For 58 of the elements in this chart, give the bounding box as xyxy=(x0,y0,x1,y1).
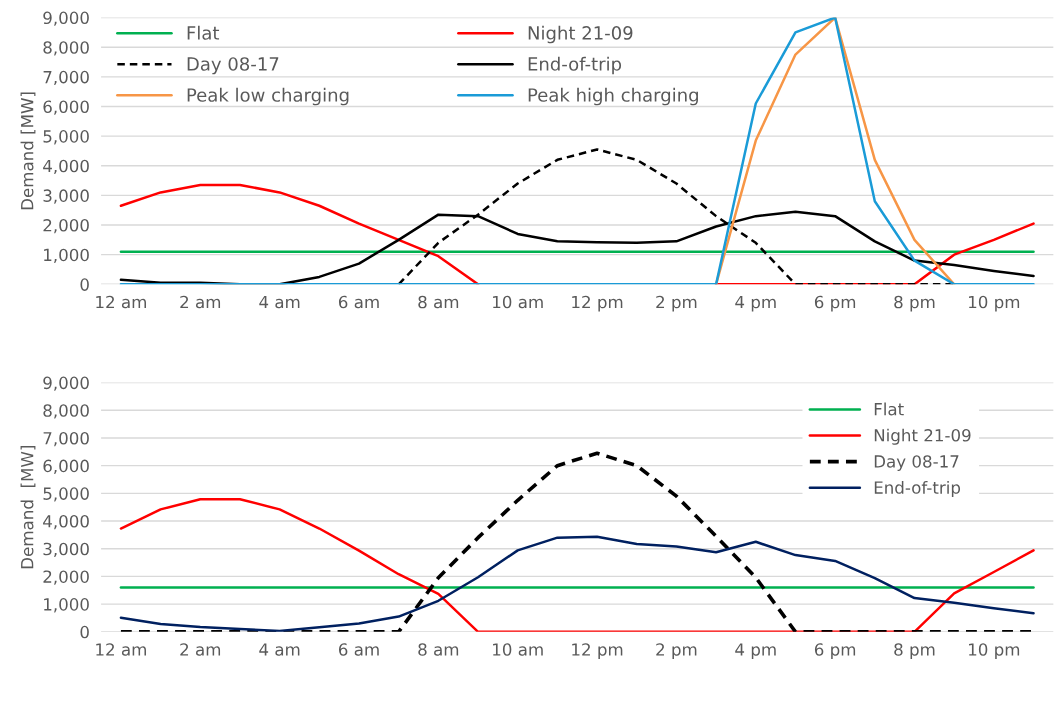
line-series xyxy=(119,535,1035,632)
y-tick-label: 2,000 xyxy=(43,570,89,585)
y-tick-label: 3,000 xyxy=(43,189,89,204)
x-tick-label: 10 pm xyxy=(969,295,1020,312)
line-series xyxy=(119,17,1035,285)
x-tick-label: 8 pm xyxy=(894,295,935,312)
y-tick-label: 8,000 xyxy=(43,41,89,56)
x-tick-label: 12 am xyxy=(96,295,146,309)
x-tick-label: 2 pm xyxy=(656,643,697,660)
x-tick-label: 10 am xyxy=(493,643,543,656)
x-tick-label: 10 pm xyxy=(969,643,1020,660)
legend-label: Peak low charging xyxy=(187,87,349,106)
x-tick-label: 4 am xyxy=(259,295,300,309)
x-tick-label: 8 pm xyxy=(894,643,935,660)
x-tick-label: 12 pm xyxy=(572,643,623,660)
y-tick-label: 7,000 xyxy=(43,431,89,447)
x-tick-label: 2 am xyxy=(180,295,221,309)
y-tick-label: 8,000 xyxy=(43,404,89,419)
x-tick-label: 4 pm xyxy=(735,643,776,660)
x-tick-label: 4 am xyxy=(259,643,300,656)
legend-label: Night 21-09 xyxy=(874,428,971,445)
y-tick-label: 1,000 xyxy=(44,598,89,613)
legend-label: Flat xyxy=(187,25,220,40)
x-tick-label: 2 am xyxy=(180,643,221,656)
y-tick-label: 6,000 xyxy=(43,100,89,115)
x-tick-label: 6 pm xyxy=(814,643,856,660)
y-tick-label: 3,000 xyxy=(43,542,89,557)
y-tick-label: 9,000 xyxy=(43,11,89,26)
x-tick-label: 2 pm xyxy=(656,295,697,312)
y-tick-label: 1,000 xyxy=(44,248,89,263)
x-tick-label: 8 am xyxy=(418,643,459,656)
x-tick-label: 4 pm xyxy=(735,295,776,312)
y-tick-label: 5,000 xyxy=(43,487,89,502)
y-axis-title: Demand [MW] xyxy=(20,446,36,569)
y-tick-label: 7,000 xyxy=(43,70,89,86)
legend-label: Flat xyxy=(874,402,904,416)
legend-label: Peak high charging xyxy=(528,87,698,106)
y-tick-label: 4,000 xyxy=(43,159,89,175)
y-axis-title: Demand [MW] xyxy=(20,92,36,210)
legend-label: Night 21-09 xyxy=(528,25,633,44)
y-tick-label: 0 xyxy=(80,278,89,291)
y-tick-label: 5,000 xyxy=(43,130,89,145)
x-tick-label: 12 pm xyxy=(572,295,623,312)
legend-label: End-of-trip xyxy=(874,480,961,498)
y-tick-label: 6,000 xyxy=(43,459,89,474)
x-tick-label: 8 am xyxy=(418,295,459,309)
legend-label: Day 08-17 xyxy=(187,57,279,75)
y-tick-label: 0 xyxy=(80,625,89,639)
x-tick-label: 6 pm xyxy=(814,295,856,312)
y-tick-label: 2,000 xyxy=(43,218,89,234)
y-tick-label: 4,000 xyxy=(43,515,89,530)
legend-label: End-of-trip xyxy=(528,56,622,75)
x-tick-label: 10 am xyxy=(493,295,543,309)
y-tick-label: 9,000 xyxy=(43,376,89,391)
x-tick-label: 6 am xyxy=(338,295,379,309)
x-tick-label: 6 am xyxy=(338,643,379,656)
x-tick-label: 12 am xyxy=(96,643,146,656)
legend-label: Day 08-17 xyxy=(874,455,959,471)
